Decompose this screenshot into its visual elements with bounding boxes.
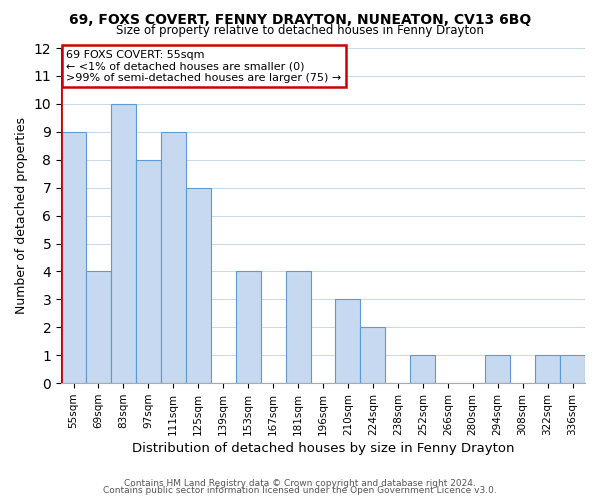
Bar	[236, 272, 260, 383]
Text: Size of property relative to detached houses in Fenny Drayton: Size of property relative to detached ho…	[116, 24, 484, 37]
Text: 69 FOXS COVERT: 55sqm
← <1% of detached houses are smaller (0)
>99% of semi-deta: 69 FOXS COVERT: 55sqm ← <1% of detached …	[66, 50, 341, 83]
Bar	[286, 272, 311, 383]
Bar	[410, 356, 435, 383]
Bar	[161, 132, 186, 383]
Bar	[61, 132, 86, 383]
X-axis label: Distribution of detached houses by size in Fenny Drayton: Distribution of detached houses by size …	[132, 442, 514, 455]
Bar	[535, 356, 560, 383]
Text: Contains public sector information licensed under the Open Government Licence v3: Contains public sector information licen…	[103, 486, 497, 495]
Bar	[186, 188, 211, 383]
Bar	[560, 356, 585, 383]
Text: Contains HM Land Registry data © Crown copyright and database right 2024.: Contains HM Land Registry data © Crown c…	[124, 478, 476, 488]
Bar	[111, 104, 136, 383]
Text: 69, FOXS COVERT, FENNY DRAYTON, NUNEATON, CV13 6BQ: 69, FOXS COVERT, FENNY DRAYTON, NUNEATON…	[69, 12, 531, 26]
Bar	[86, 272, 111, 383]
Bar	[335, 300, 361, 383]
Bar	[136, 160, 161, 383]
Bar	[485, 356, 510, 383]
Bar	[361, 328, 385, 383]
Y-axis label: Number of detached properties: Number of detached properties	[15, 117, 28, 314]
